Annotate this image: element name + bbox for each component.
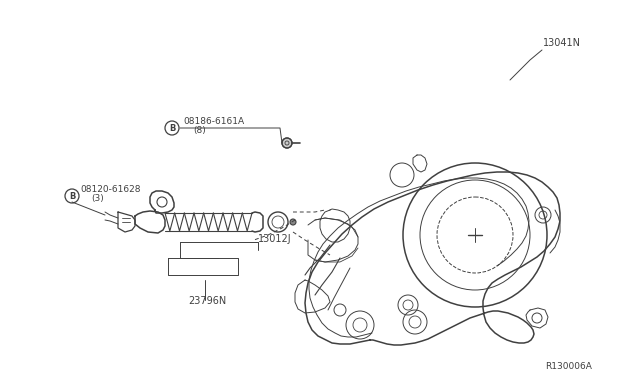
Circle shape — [282, 138, 292, 148]
Text: B: B — [69, 192, 75, 201]
Text: 08186-6161A: 08186-6161A — [183, 117, 244, 126]
Text: 08120-61628: 08120-61628 — [80, 185, 141, 194]
Circle shape — [290, 219, 296, 225]
Text: R130006A: R130006A — [545, 362, 592, 371]
Text: 23796N: 23796N — [188, 296, 227, 306]
Text: (8): (8) — [193, 126, 205, 135]
Text: B: B — [169, 124, 175, 132]
Text: (3): (3) — [91, 194, 104, 203]
Text: 13012J: 13012J — [258, 234, 292, 244]
Text: 13041N: 13041N — [543, 38, 581, 48]
